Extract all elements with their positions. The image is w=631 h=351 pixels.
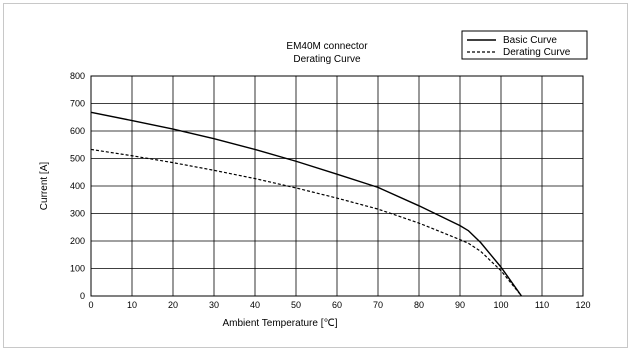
- x-tick-label: 80: [414, 300, 424, 310]
- chart-frame: 0 10 20 30 40 50 60 70 80 90 100 110 120 0 100 200 300 4…: [3, 3, 628, 348]
- derating-chart: 0 10 20 30 40 50 60 70 80 90 100 110 120 0 100 200 300 4…: [39, 30, 591, 329]
- y-tick-labels: 0 100 200 300 400 500 600 700 800: [70, 71, 85, 301]
- y-tick-label: 600: [70, 126, 85, 136]
- y-axis-title: Current [A]: [39, 162, 50, 211]
- y-tick-label: 200: [70, 236, 85, 246]
- x-tick-label: 70: [373, 300, 383, 310]
- y-tick-label: 700: [70, 99, 85, 109]
- x-tick-label: 60: [332, 300, 342, 310]
- series-line-derating-curve: [90, 148, 522, 297]
- legend-label-derating-curve: Derating Curve: [503, 47, 571, 58]
- y-tick-label: 800: [70, 71, 85, 81]
- x-tick-label: 110: [535, 300, 549, 310]
- legend: Basic Curve Derating Curve: [461, 30, 588, 60]
- y-tick-label: 0: [80, 291, 85, 301]
- y-tick-label: 500: [70, 154, 85, 164]
- x-tick-label: 0: [88, 300, 93, 310]
- x-tick-label: 50: [291, 300, 301, 310]
- x-tick-label: 100: [493, 300, 508, 310]
- x-tick-label: 40: [250, 300, 260, 310]
- series-layer: [90, 111, 523, 297]
- grid-lines: [90, 75, 584, 297]
- x-tick-label: 10: [127, 300, 137, 310]
- chart-title-line-2: Derating Curve: [293, 54, 361, 65]
- chart-title-line-1: EM40M connector: [286, 41, 368, 52]
- x-tick-label: 30: [209, 300, 219, 310]
- x-tick-label: 120: [575, 300, 590, 310]
- y-tick-label: 400: [70, 181, 85, 191]
- x-tick-label: 90: [455, 300, 465, 310]
- y-tick-label: 300: [70, 209, 85, 219]
- legend-label-basic-curve: Basic Curve: [503, 35, 557, 46]
- x-axis-title: Ambient Temperature [℃]: [223, 318, 338, 329]
- y-tick-label: 100: [70, 264, 85, 274]
- legend-box: [461, 30, 588, 60]
- series-line-basic-curve: [90, 111, 523, 297]
- x-tick-label: 20: [168, 300, 178, 310]
- x-tick-labels: 0 10 20 30 40 50 60 70 80 90 100 110 120: [88, 300, 590, 310]
